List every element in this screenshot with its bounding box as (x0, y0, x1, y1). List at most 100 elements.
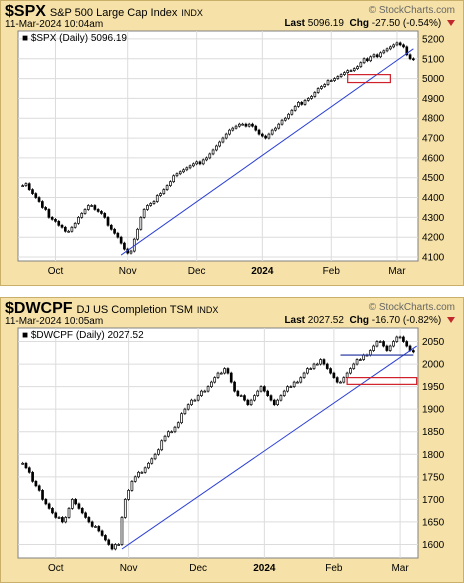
candle (402, 44, 405, 48)
candle (211, 149, 215, 155)
candle (359, 359, 362, 361)
candle (286, 386, 289, 392)
candle (372, 345, 375, 351)
candle (359, 62, 363, 68)
candle (385, 48, 389, 52)
candle (109, 224, 113, 230)
candle (193, 399, 197, 402)
candle (246, 399, 250, 406)
candle (264, 135, 267, 139)
candle (343, 72, 346, 75)
dwcpf-chg-value: -16.70 (-0.82%) (371, 315, 442, 326)
candle (251, 123, 254, 127)
dwcpf-last-label: Last (284, 315, 305, 326)
candle (198, 161, 202, 165)
spx-last-value: 5096.19 (307, 18, 344, 29)
y-tick-label: 1850 (422, 427, 445, 438)
candle (47, 503, 51, 509)
candle (57, 517, 61, 519)
candle (119, 236, 123, 244)
candle (147, 462, 150, 469)
candle (263, 386, 266, 392)
x-tick-label: Dec (189, 563, 207, 574)
candle (97, 526, 101, 532)
candle (149, 203, 153, 206)
legend-label: ■ $DWCPF (Daily) 2027.52 (22, 330, 144, 341)
x-tick-label: Feb (323, 266, 341, 277)
candle (90, 205, 93, 207)
y-tick-label: 5100 (422, 54, 445, 65)
candle (100, 211, 103, 214)
y-tick-label: 1950 (422, 382, 445, 393)
candle (159, 193, 162, 196)
candle (57, 220, 61, 226)
candle (64, 517, 68, 523)
dwcpf-symbol: $DWCPF (5, 300, 73, 317)
spx-chg-value: -27.50 (-0.54%) (371, 18, 442, 29)
candle (310, 96, 313, 99)
candle (335, 377, 339, 383)
dwcpf-name: DJ US Completion TSM (76, 304, 194, 316)
candle (277, 123, 281, 129)
candle (349, 70, 353, 73)
candle (60, 224, 64, 228)
candle (402, 336, 405, 342)
candle (398, 336, 402, 339)
candle (253, 395, 256, 401)
candle (50, 217, 54, 220)
candle (206, 386, 210, 392)
candle (276, 399, 279, 406)
candle (129, 250, 133, 254)
candle (274, 127, 277, 131)
dwcpf-last-value: 2027.52 (307, 315, 344, 326)
trendline (120, 48, 414, 256)
candle (210, 381, 213, 387)
candle (306, 368, 309, 374)
candle (408, 54, 412, 60)
candle (143, 467, 147, 473)
candle (37, 485, 41, 491)
candle (405, 46, 409, 56)
x-tick-label: Nov (120, 563, 138, 574)
candle (283, 117, 287, 121)
candle (21, 462, 24, 465)
candle (165, 185, 169, 190)
candle (234, 125, 238, 129)
spx-timestamp: 11-Mar-2024 10:04am (5, 19, 104, 30)
candle (41, 490, 44, 500)
candle (67, 508, 71, 518)
dwcpf-header: $DWCPF DJ US Completion TSM INDX (5, 300, 218, 318)
support-box (347, 74, 391, 84)
candle (200, 390, 203, 396)
candle (137, 471, 140, 478)
candle (153, 453, 157, 460)
spx-last: Last 5096.19 Chg -27.50 (-0.54%) (284, 18, 455, 29)
y-tick-label: 5200 (422, 34, 445, 45)
candle (185, 167, 189, 171)
candle (389, 46, 392, 50)
candle (31, 471, 34, 482)
x-tick-label: Oct (48, 563, 64, 574)
candle (296, 381, 299, 384)
candle (34, 193, 38, 198)
candle (155, 195, 159, 202)
candle (322, 359, 326, 365)
y-tick-label: 1800 (422, 450, 445, 461)
candle (123, 242, 126, 250)
candle (289, 386, 293, 388)
spx-name: S&P 500 Large Cap Index (49, 7, 178, 19)
candle (182, 169, 185, 173)
candle (205, 157, 208, 161)
candle (140, 471, 144, 474)
candle (44, 499, 48, 505)
candle (412, 58, 415, 61)
candle (315, 363, 319, 366)
dwcpf-last: Last 2027.52 Chg -16.70 (-0.82%) (284, 315, 455, 326)
candle (173, 426, 177, 433)
candle (332, 372, 336, 378)
candle (326, 80, 330, 85)
candle (178, 171, 182, 175)
candle (339, 74, 343, 77)
plot-area (17, 30, 419, 262)
candle (346, 70, 350, 73)
